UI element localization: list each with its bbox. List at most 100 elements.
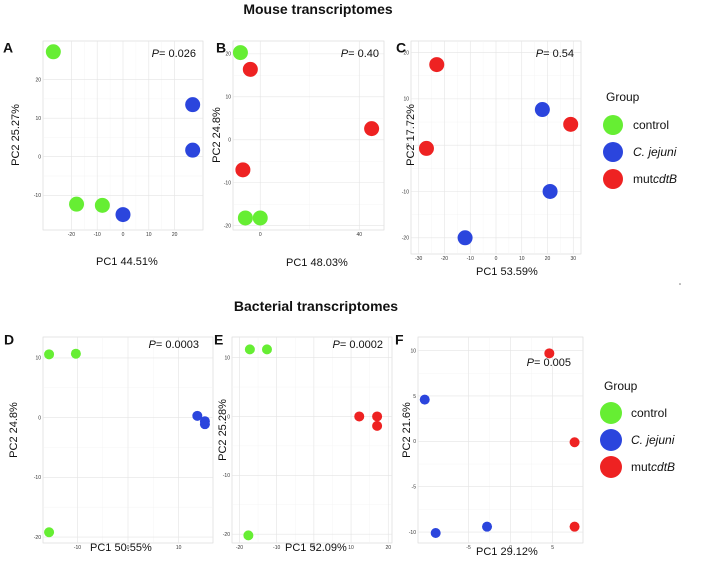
- y-tick-label: 0: [38, 155, 41, 161]
- legend-label-cjejuni: C. jejuni: [633, 145, 677, 159]
- x-tick-label: 10: [519, 256, 525, 262]
- panel-label: A: [3, 39, 13, 55]
- point-mutcdtb: [372, 420, 383, 431]
- point-mutcdtb: [364, 121, 380, 137]
- y-tick-label: 10: [225, 95, 231, 101]
- x-tick-label: 10: [348, 545, 354, 551]
- y-tick-label: 20: [35, 77, 41, 83]
- y-tick-label: 0: [406, 143, 409, 149]
- y-tick-label: 20: [225, 52, 231, 58]
- legend-swatch-mutcdtb: [603, 169, 623, 189]
- point-mutcdtb: [235, 162, 251, 178]
- x-tick-label: 20: [385, 545, 391, 551]
- y-axis-title: PC2 24.8%: [211, 107, 223, 163]
- bacterial-section-title: Bacterial transcriptomes: [234, 298, 398, 314]
- point-mutcdtb: [563, 116, 579, 132]
- x-tick-label: 20: [172, 232, 178, 238]
- y-axis-title: PC2 21.6%: [401, 402, 413, 458]
- p-value: P= 0.0003: [149, 339, 199, 351]
- point-mutcdtb: [569, 521, 580, 532]
- point-control: [44, 349, 55, 360]
- point-cjejuni: [419, 394, 430, 405]
- x-tick-label: -30: [415, 256, 422, 262]
- panel-label: D: [4, 331, 14, 347]
- point-mutcdtb: [354, 411, 365, 422]
- x-tick-label: -5: [466, 545, 471, 551]
- point-mutcdtb: [372, 411, 383, 422]
- p-value: P= 0.005: [527, 357, 571, 369]
- y-tick-label: -20: [223, 532, 230, 538]
- legend-label-mutcdtb: mutcdtB: [633, 172, 677, 186]
- x-axis-title: PC1 52.09%: [285, 542, 347, 554]
- y-tick-label: 0: [228, 138, 231, 144]
- y-tick-label: -10: [224, 181, 231, 187]
- legend-label-mutcdtb: mutcdtB: [631, 460, 675, 474]
- p-number: = 0.0002: [340, 339, 383, 351]
- mouse-section-title: Mouse transcriptomes: [243, 1, 393, 17]
- panel-label: B: [216, 39, 226, 55]
- point-cjejuni: [457, 230, 473, 246]
- x-tick-label: 20: [545, 256, 551, 262]
- p-number: = 0.005: [534, 357, 571, 369]
- point-cjejuni: [482, 521, 493, 532]
- x-tick-label: -20: [68, 232, 75, 238]
- panel-D: -10 0 10 10 0 -10 -20 D P= 0.0003 PC1 50.55% PC2 2…: [4, 331, 214, 554]
- y-tick-label: 10: [410, 348, 416, 354]
- x-tick-label: 10: [146, 232, 152, 238]
- point-cjejuni: [199, 419, 210, 430]
- y-axis-title: PC2 24.8%: [8, 402, 20, 458]
- y-tick-label: 10: [35, 356, 41, 362]
- point-control: [261, 344, 272, 355]
- x-tick-label: 0: [495, 256, 498, 262]
- plot-area: [231, 336, 393, 544]
- x-axis-title: PC1 53.59%: [476, 266, 538, 278]
- legend-swatch-mutcdtb: [600, 456, 622, 478]
- panel-label: E: [214, 331, 223, 347]
- point-mutcdtb: [242, 61, 258, 77]
- point-cjejuni: [185, 97, 201, 113]
- panel-C: -30 -20 -10 0 10 20 30 20 10 0 -10 -20 C P= 0.54 PC1 5…: [396, 39, 582, 278]
- p-symbol: P: [527, 357, 535, 369]
- y-tick-label: 0: [413, 439, 416, 445]
- point-control: [94, 197, 110, 213]
- x-tick-label: 5: [551, 545, 554, 551]
- p-number: = 0.0003: [156, 339, 199, 351]
- p-symbol: P: [149, 339, 157, 351]
- p-value: P= 0.40: [341, 48, 379, 60]
- p-symbol: P: [341, 48, 349, 60]
- legend-swatch-cjejuni: [603, 142, 623, 162]
- legend-1: Group control C. jejuni mutcdtB: [603, 90, 677, 189]
- x-tick-label: 0: [312, 545, 315, 551]
- y-axis-title: PC2 17.72%: [405, 104, 417, 166]
- y-tick-label: 20: [403, 50, 409, 56]
- x-tick-label: -10: [273, 545, 280, 551]
- y-tick-label: -10: [34, 475, 41, 481]
- legend-label-control: control: [633, 118, 669, 132]
- panel-label: C: [396, 39, 406, 55]
- panel-E: -20 -10 0 10 20 10 0 -10 -20 E P= 0.0002 PC1 52.09%…: [214, 331, 393, 554]
- point-mutcdtb: [544, 348, 555, 359]
- y-tick-label: -10: [402, 189, 409, 195]
- x-tick-label: 0: [509, 545, 512, 551]
- legend-title: Group: [604, 379, 638, 393]
- legend-swatch-control: [600, 402, 622, 424]
- point-mutcdtb: [429, 57, 445, 73]
- point-control: [243, 530, 254, 541]
- y-tick-label: 0: [227, 414, 230, 420]
- legend-swatch-control: [603, 115, 623, 135]
- stray-dot: [679, 283, 681, 285]
- y-tick-label: 10: [224, 355, 230, 361]
- y-tick-label: -20: [34, 535, 41, 541]
- point-cjejuni: [115, 207, 131, 223]
- x-axis-title: PC1 50.55%: [90, 542, 152, 554]
- legend-label-control: control: [631, 406, 667, 420]
- point-cjejuni: [192, 410, 203, 421]
- y-axis-title: PC2 25.27%: [10, 104, 22, 166]
- p-value: P= 0.54: [536, 48, 574, 60]
- point-cjejuni: [534, 102, 550, 118]
- legend-title: Group: [606, 90, 640, 104]
- y-tick-label: -5: [412, 485, 417, 491]
- y-tick-label: -10: [34, 193, 41, 199]
